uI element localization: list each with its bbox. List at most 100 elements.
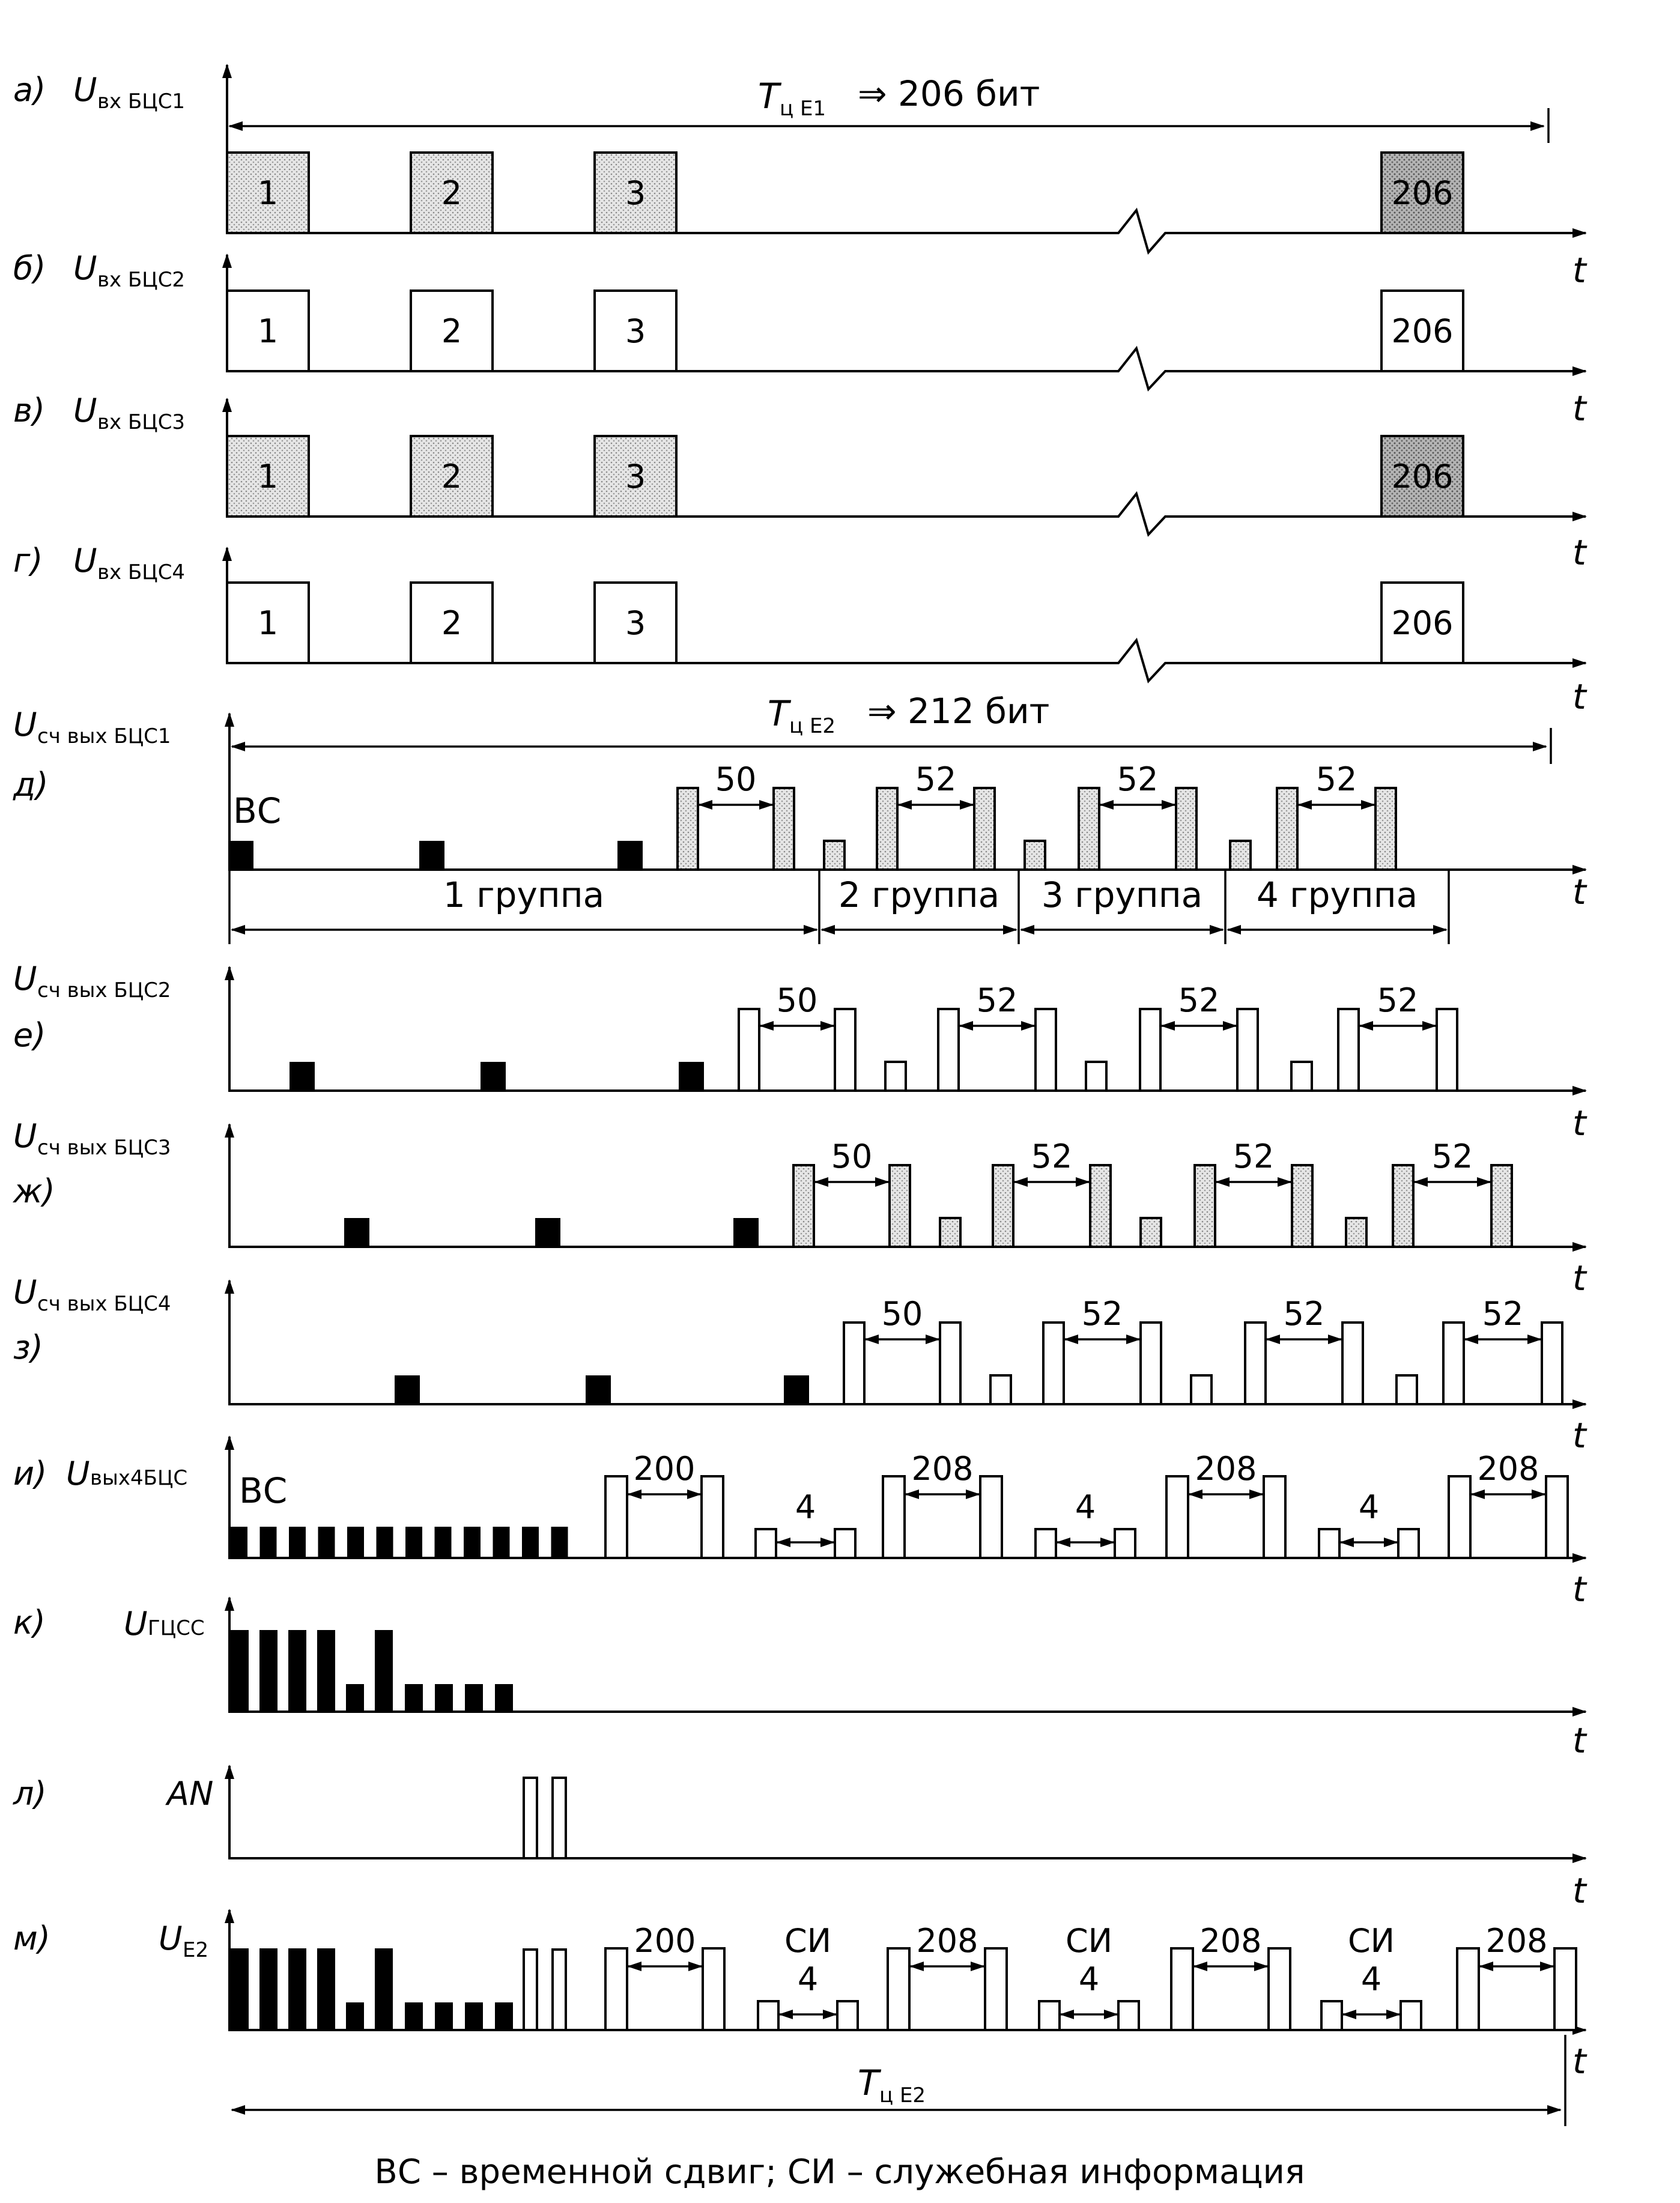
- sync-pulse: [1085, 1061, 1108, 1092]
- row-zh-symbol: U: [13, 1117, 37, 1155]
- period-e2-bottom-symbol: T: [858, 2062, 882, 2103]
- data-pulse: [604, 1947, 628, 2031]
- data-pulse: [1337, 1008, 1360, 1092]
- row-g-symbol: U: [73, 542, 97, 580]
- gap-label: 208: [1477, 1450, 1539, 1488]
- sync-bit: [317, 1948, 335, 2031]
- pulse-v-label: 2: [441, 458, 462, 495]
- group-3-label: 3 группа: [1042, 874, 1202, 915]
- data-pulse: [979, 1475, 1003, 1559]
- t-label-zh: t: [1572, 1258, 1588, 1298]
- pulse-v-206: [1380, 435, 1464, 518]
- period-arrows: [228, 108, 1566, 2126]
- data-pulse: [1341, 1321, 1364, 1405]
- pulse-a-label: 3: [625, 174, 646, 212]
- sync-bit: [259, 1948, 277, 2031]
- pulse-a-1: [226, 151, 310, 234]
- shift-marker: [228, 841, 253, 871]
- pulse-a-label: 1: [258, 174, 278, 212]
- axis-t-a: [227, 207, 1587, 255]
- data-pulse: [887, 1947, 911, 2031]
- gap-label: 4: [1079, 1960, 1099, 1998]
- data-pulse: [700, 1475, 724, 1559]
- gap-label: 52: [1178, 981, 1220, 1019]
- data-pulse: [843, 1321, 866, 1405]
- gap-label: 50: [715, 760, 757, 798]
- pulse-a-206: [1380, 151, 1464, 234]
- gap-label: 4: [1359, 1488, 1379, 1526]
- shift-marker: [586, 1375, 611, 1405]
- gap-label: 200: [634, 1922, 696, 1960]
- row-d-subscript: сч вых БЦС1: [37, 724, 171, 748]
- row-m-symbol: U: [159, 1920, 183, 1957]
- shift-marker: [231, 1527, 247, 1559]
- row-g-pulses: [226, 581, 1464, 664]
- service-pulse: [1038, 2000, 1061, 2031]
- row-d-letter: д): [13, 766, 48, 804]
- data-pulse: [1392, 1164, 1415, 1248]
- data-pulse: [604, 1475, 628, 1559]
- an-bit: [523, 1948, 538, 2031]
- sync-bit: [495, 2002, 513, 2031]
- t-label-v: t: [1572, 532, 1588, 573]
- gap-label: 4: [795, 1488, 816, 1526]
- gap-label: 4: [798, 1960, 818, 1998]
- service-pulse: [1320, 2000, 1343, 2031]
- row-zh-subscript: сч вых БЦС3: [37, 1136, 171, 1160]
- pulse-a-3: [593, 151, 678, 234]
- data-pulse: [1236, 1008, 1259, 1092]
- shift-marker: [434, 1527, 452, 1559]
- row-z-symbol: U: [13, 1273, 37, 1311]
- row-i-symbol: U: [66, 1455, 90, 1492]
- gap-label: 52: [1117, 760, 1159, 798]
- pulse-g-label: 1: [258, 604, 278, 642]
- data-pulse: [834, 1008, 857, 1092]
- sync-bit: [375, 1948, 393, 2031]
- row-z-letter: з): [13, 1329, 43, 1366]
- sync-pulse: [754, 1528, 777, 1559]
- gap-label: 4: [1361, 1960, 1381, 1998]
- axis-t-v: [227, 491, 1587, 537]
- pulse-g-2: [410, 581, 494, 664]
- sync-bit: [465, 1684, 483, 1713]
- sync-pulse: [1034, 1528, 1057, 1559]
- sync-bit: [435, 2002, 453, 2031]
- group-labels: 1 группа 2 группа 3 группа 4 группа: [443, 874, 1418, 915]
- data-pulse: [1034, 1008, 1057, 1092]
- t-label-e: t: [1572, 1103, 1588, 1144]
- t-label-d: t: [1572, 871, 1588, 912]
- data-pulse: [1448, 1475, 1472, 1559]
- an-bit: [551, 1777, 567, 1859]
- t-label-i: t: [1572, 1569, 1588, 1610]
- row-g-subscript: вх БЦС4: [97, 560, 185, 584]
- data-pulse: [1244, 1321, 1267, 1405]
- row-b-subscript: вх БЦС2: [97, 268, 185, 292]
- shift-marker: [347, 1527, 364, 1559]
- row-v-subscript: вх БЦС3: [97, 410, 185, 434]
- row-d-symbol: U: [13, 706, 37, 744]
- gap-label: 208: [1195, 1450, 1257, 1488]
- pulse-a-label: 206: [1391, 174, 1453, 212]
- period-e2-text: ⇒ 212 бит: [867, 691, 1049, 732]
- data-pulse: [1374, 787, 1397, 871]
- axis-t-b: [227, 345, 1587, 392]
- row-z-pulses: [395, 1321, 1563, 1405]
- sync-pulse: [1114, 1528, 1136, 1559]
- row-v-pulse-labels: 1 2 3 206: [258, 458, 1454, 495]
- si-label: СИ: [1348, 1922, 1395, 1960]
- shift-marker: [679, 1062, 704, 1092]
- shift-marker: [493, 1527, 510, 1559]
- sync-bit: [405, 2002, 423, 2031]
- row-l-letter: л): [13, 1775, 47, 1813]
- shift-marker: [395, 1375, 420, 1405]
- shift-marker: [259, 1527, 277, 1559]
- row-l-symbol: AN: [165, 1775, 213, 1813]
- data-pulse: [888, 1164, 911, 1248]
- pulse-g-label: 3: [625, 604, 646, 642]
- data-pulse: [702, 1947, 726, 2031]
- sync-pulse: [1229, 840, 1252, 871]
- data-pulse: [1175, 787, 1198, 871]
- data-pulse: [882, 1475, 906, 1559]
- sync-pulse: [939, 1217, 962, 1248]
